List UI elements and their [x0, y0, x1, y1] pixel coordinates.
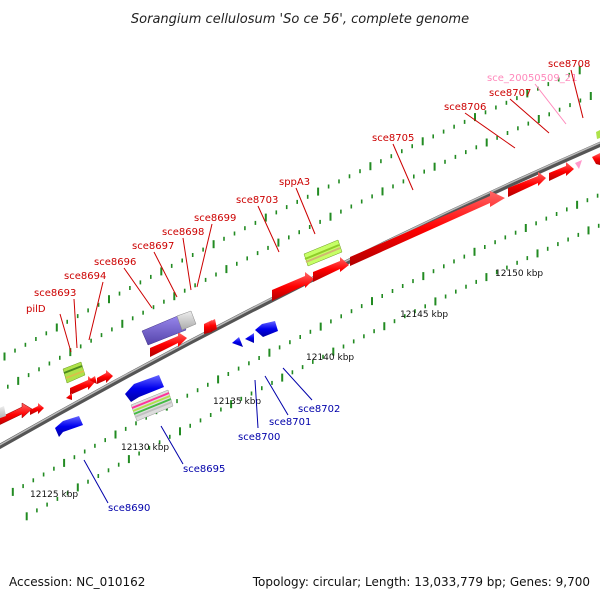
scale-label-12145: 12145 kbp — [400, 310, 448, 320]
forward-strand-genes — [0, 153, 600, 427]
gene-arrow-sce8696[interactable] — [150, 332, 187, 357]
gene-arrow-sce8707[interactable] — [549, 162, 574, 181]
gene-label-sce8701[interactable]: sce8701 — [269, 417, 311, 428]
gene-label-sce8708[interactable]: sce8708 — [548, 59, 590, 70]
gene-arrow-sce-20050509-21[interactable] — [575, 160, 582, 169]
feature-block-sce8708[interactable] — [596, 130, 600, 139]
gene-arrow-forward[interactable] — [30, 403, 44, 415]
feature-block-left-edge — [0, 406, 6, 419]
gene-arrow-sce8699[interactable] — [209, 319, 217, 332]
forward-gene-labels: pilD sce8693 sce8694 sce8696 sce8697 sce… — [26, 59, 590, 353]
gene-arrow-sce8703[interactable] — [272, 272, 314, 301]
gene-arrow-pild[interactable] — [70, 376, 95, 395]
gene-arrow-sce8693[interactable] — [66, 393, 72, 400]
scale-label-12140: 12140 kbp — [306, 353, 354, 363]
scale-label-12150: 12150 kbp — [495, 269, 543, 279]
gene-arrow-sce8706[interactable] — [508, 172, 546, 197]
feature-block-sce8696[interactable] — [141, 314, 187, 346]
scale-ticks — [3, 66, 600, 521]
gene-label-sce-20050509-21[interactable]: sce_20050509_21 — [487, 73, 577, 84]
gene-arrow-sce8705[interactable] — [350, 191, 505, 266]
gene-arrow-sce8702[interactable] — [255, 321, 278, 337]
gene-label-sce8693[interactable]: sce8693 — [34, 288, 76, 299]
gene-label-sce8696[interactable]: sce8696 — [94, 257, 136, 268]
feature-block-sce8695[interactable] — [130, 389, 174, 422]
gene-arrow-sce8695[interactable] — [125, 375, 164, 402]
gene-label-pild[interactable]: pilD — [26, 304, 46, 315]
scale-label-12125: 12125 kbp — [30, 490, 78, 500]
gene-label-sce8695[interactable]: sce8695 — [183, 464, 225, 475]
scale-label-12135: 12135 kbp — [213, 397, 261, 407]
map-title: Sorangium cellulosum 'So ce 56', complet… — [131, 12, 469, 27]
reverse-gene-labels: sce8690 sce8695 sce8700 sce8701 sce8702 — [83, 367, 340, 514]
gene-label-sce8705[interactable]: sce8705 — [372, 133, 414, 144]
gene-label-sce8694[interactable]: sce8694 — [64, 271, 106, 282]
gene-label-sce8700[interactable]: sce8700 — [238, 432, 280, 443]
gene-arrow-sce8700[interactable] — [232, 337, 243, 347]
gene-label-sppa3[interactable]: sppA3 — [279, 177, 310, 188]
gene-label-sce8702[interactable]: sce8702 — [298, 404, 340, 415]
gene-label-sce8697[interactable]: sce8697 — [132, 241, 174, 252]
forward-features — [62, 130, 600, 384]
gene-arrow-forward[interactable] — [97, 370, 113, 384]
gene-label-sce8699[interactable]: sce8699 — [194, 213, 236, 224]
genome-summary-text: Topology: circular; Length: 13,033,779 b… — [252, 575, 590, 589]
gene-label-sce8703[interactable]: sce8703 — [236, 195, 278, 206]
feature-block-sppa3[interactable] — [303, 239, 343, 267]
scale-label-12130: 12130 kbp — [121, 443, 169, 453]
gene-label-sce8706[interactable]: sce8706 — [444, 102, 486, 113]
gene-arrow-sce8708[interactable] — [592, 153, 600, 165]
gene-arrow-sce8694[interactable] — [89, 376, 97, 384]
gene-arrow-forward[interactable] — [0, 402, 33, 427]
gene-arrow-sce8690[interactable] — [55, 416, 83, 437]
gene-label-sce8698[interactable]: sce8698 — [162, 227, 204, 238]
gene-label-sce8707[interactable]: sce8707 — [489, 88, 531, 99]
gene-label-sce8690[interactable]: sce8690 — [108, 503, 150, 514]
feature-block-sce8697[interactable] — [176, 310, 197, 331]
accession-text: Accession: NC_010162 — [9, 575, 145, 589]
scale-labels: 12125 kbp 12130 kbp 12135 kbp 12140 kbp … — [30, 269, 543, 500]
reverse-features — [0, 389, 174, 422]
gene-arrow-forward[interactable] — [313, 257, 349, 282]
gene-arrow-sce8701[interactable] — [245, 333, 254, 343]
reverse-strand-genes — [55, 321, 278, 437]
